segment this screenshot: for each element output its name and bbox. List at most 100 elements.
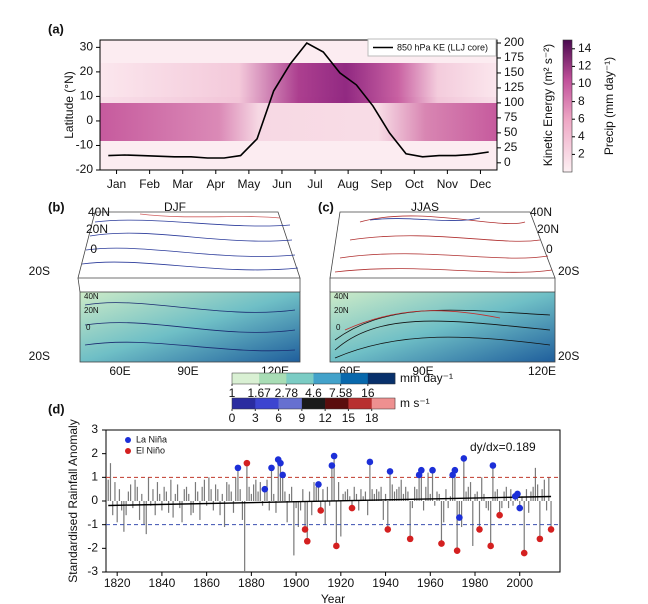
map-title: JJAS: [411, 200, 439, 214]
map-panel-b: [77, 211, 301, 363]
lat-label: 20N: [537, 222, 559, 236]
colorbar-tick-label: 0: [229, 411, 236, 425]
y-tick-label: -2: [87, 541, 98, 555]
bar: [358, 501, 360, 511]
bar: [230, 491, 232, 501]
bar: [138, 501, 141, 520]
x-tick-label: Aug: [337, 177, 358, 191]
enso-point: [429, 466, 436, 474]
colorbar-label: mm day⁻¹: [400, 371, 453, 385]
x-tick-label: May: [238, 177, 261, 191]
bar: [398, 486, 400, 501]
bar: [217, 489, 219, 501]
bar: [190, 501, 192, 516]
enso-point: [277, 459, 284, 467]
x-tick-label: Jun: [272, 177, 291, 191]
bar: [376, 489, 378, 501]
bar: [364, 491, 367, 501]
bar: [391, 484, 393, 501]
y-tick-label: -10: [76, 138, 94, 152]
y2-tick-label: 100: [504, 95, 524, 109]
colorbar-label: Precip (mm day⁻¹): [602, 57, 616, 155]
lon-label: 120E: [528, 364, 556, 378]
bar: [440, 501, 443, 544]
bar: [253, 484, 255, 501]
colorbar-tick-label: 1: [229, 386, 236, 400]
bar: [537, 484, 539, 501]
bar: [284, 491, 286, 501]
colorbar-frame: [231, 397, 396, 410]
bar: [512, 501, 514, 506]
bar: [145, 501, 147, 535]
bar: [156, 482, 159, 501]
enso-point: [514, 490, 521, 498]
enso-point: [330, 452, 338, 460]
bar: [355, 493, 358, 501]
bar: [472, 501, 474, 546]
x-tick-label: 1900: [283, 576, 310, 590]
bar: [371, 489, 373, 501]
x-tick-label: 1880: [238, 576, 265, 590]
bar: [168, 501, 170, 513]
bar: [174, 493, 176, 501]
bar: [362, 496, 364, 501]
bar: [436, 491, 438, 501]
bar: [270, 467, 273, 501]
colorbar-tick-label: 1.67: [247, 386, 271, 400]
y-tick-label: 10: [80, 89, 94, 103]
x-tick-label: 1820: [104, 576, 131, 590]
x-tick-label: Nov: [437, 177, 458, 191]
x-tick-label: Jan: [107, 177, 126, 191]
lat-label: 0: [546, 242, 553, 256]
colorbar-segment: [286, 373, 314, 384]
enso-point: [301, 526, 309, 533]
y2-tick-label: 125: [504, 80, 524, 94]
bar: [476, 491, 478, 501]
x-tick-label: Sep: [371, 177, 393, 191]
colorbar-segment: [340, 373, 369, 384]
bar: [528, 501, 530, 513]
bar: [259, 482, 261, 501]
y-tick-label: 20: [80, 64, 94, 78]
bar: [308, 491, 311, 501]
enso-point: [451, 466, 459, 474]
bar: [393, 491, 396, 501]
bar: [212, 501, 214, 511]
bar: [194, 482, 197, 501]
colorbar-segment: [348, 398, 373, 409]
bar: [208, 477, 210, 501]
inner-lat-label: 0: [336, 323, 341, 332]
bar: [525, 489, 528, 501]
bar: [299, 501, 302, 511]
bar: [460, 501, 463, 528]
lat-label: 40N: [88, 205, 110, 219]
bar: [147, 477, 150, 501]
legend-swatch: [125, 437, 131, 443]
legend-label: La Niña: [136, 434, 167, 444]
inner-lat-label: 0: [86, 323, 91, 332]
panel-label: (d): [48, 401, 65, 416]
colorbar-tick-label: 4.6: [305, 386, 322, 400]
y-tick-label: 1: [91, 470, 98, 484]
colorbar-tick-label: 7.58: [329, 386, 353, 400]
enso-point: [456, 514, 463, 521]
bar: [313, 482, 315, 501]
bar: [250, 493, 252, 501]
enso-point: [460, 455, 468, 462]
enso-point: [328, 462, 336, 469]
bar: [373, 493, 375, 501]
lon-label: 90E: [177, 364, 198, 378]
bar: [534, 467, 536, 501]
bar: [125, 501, 127, 516]
colorbar-segment: [371, 398, 396, 409]
enso-point: [536, 535, 544, 543]
bar: [221, 493, 223, 501]
bar: [349, 496, 351, 501]
enso-point: [489, 462, 497, 469]
bar: [344, 491, 346, 501]
bar: [232, 501, 235, 513]
bar: [541, 489, 543, 501]
bar: [389, 471, 391, 501]
bar: [353, 486, 355, 501]
bar: [382, 501, 384, 520]
